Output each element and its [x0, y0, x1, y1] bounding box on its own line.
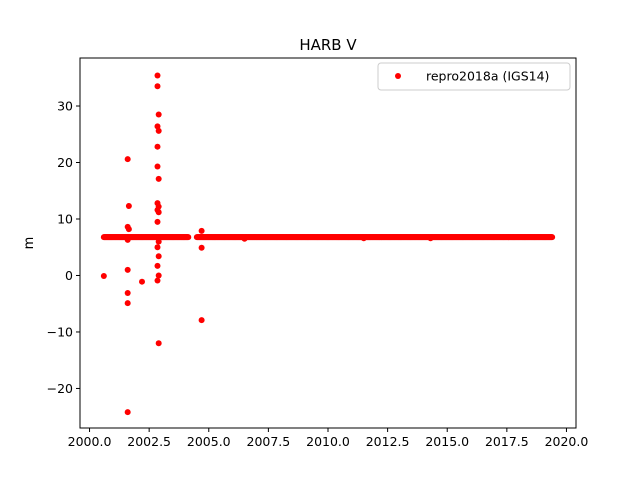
legend-marker	[395, 73, 401, 79]
legend[interactable]: repro2018a (IGS14)	[377, 62, 571, 91]
legend-box	[377, 62, 571, 91]
data-point	[427, 235, 434, 242]
data-point	[139, 278, 145, 285]
y-tick-label: 10	[57, 211, 73, 226]
x-tick-label: 2012.5	[366, 434, 410, 449]
y-tick-label: 20	[57, 155, 73, 170]
y-axis: −20 −10 0 10 20 30	[47, 99, 80, 396]
x-tick-label: 2020.0	[545, 434, 589, 449]
data-point	[360, 235, 367, 242]
x-tick-label: 2007.5	[247, 434, 291, 449]
x-tick-label: 2015.0	[425, 434, 469, 449]
data-point	[154, 123, 161, 130]
data-point	[124, 236, 131, 243]
data-point	[154, 277, 161, 284]
chart-title: HARB V	[299, 36, 357, 54]
data-point	[154, 244, 161, 251]
x-tick-label: 2000.0	[68, 434, 112, 449]
plot-area	[100, 72, 556, 416]
data-point	[154, 218, 161, 225]
data-point	[155, 340, 162, 347]
data-point	[124, 156, 131, 163]
data-point	[124, 300, 131, 307]
data-point	[154, 83, 161, 90]
data-point	[198, 244, 205, 251]
x-tick-label: 2010.0	[306, 434, 350, 449]
y-tick-label: −10	[47, 324, 73, 339]
data-point	[124, 289, 131, 296]
data-point	[185, 234, 192, 241]
data-point	[154, 163, 161, 170]
data-point	[100, 273, 107, 280]
data-point	[155, 272, 162, 279]
x-axis: 2000.0 2002.5 2005.0 2007.5 2010.0 2012.5 2015…	[68, 428, 589, 449]
data-point	[124, 409, 131, 416]
legend-label: repro2018a (IGS14)	[426, 69, 549, 84]
data-point	[155, 209, 162, 216]
data-point	[198, 317, 205, 324]
data-point	[155, 253, 162, 260]
data-point	[155, 111, 162, 118]
data-point	[549, 234, 556, 241]
y-tick-label: 30	[57, 99, 73, 114]
x-tick-label: 2017.5	[485, 434, 529, 449]
data-point	[154, 72, 161, 79]
x-tick-label: 2005.0	[187, 434, 231, 449]
data-point	[155, 175, 162, 182]
data-point	[154, 262, 161, 269]
y-axis-title: m	[22, 237, 37, 250]
data-point	[154, 143, 161, 150]
data-point	[155, 238, 162, 245]
data-point	[241, 235, 248, 242]
data-point	[155, 127, 162, 134]
y-tick-label: −20	[47, 381, 73, 396]
data-point	[125, 226, 132, 233]
data-point	[125, 203, 132, 209]
series-repro2018a-igs14-	[100, 72, 556, 416]
data-point	[124, 266, 131, 273]
data-point	[198, 227, 205, 234]
x-tick-label: 2002.5	[127, 434, 171, 449]
y-tick-label: 0	[65, 268, 73, 283]
